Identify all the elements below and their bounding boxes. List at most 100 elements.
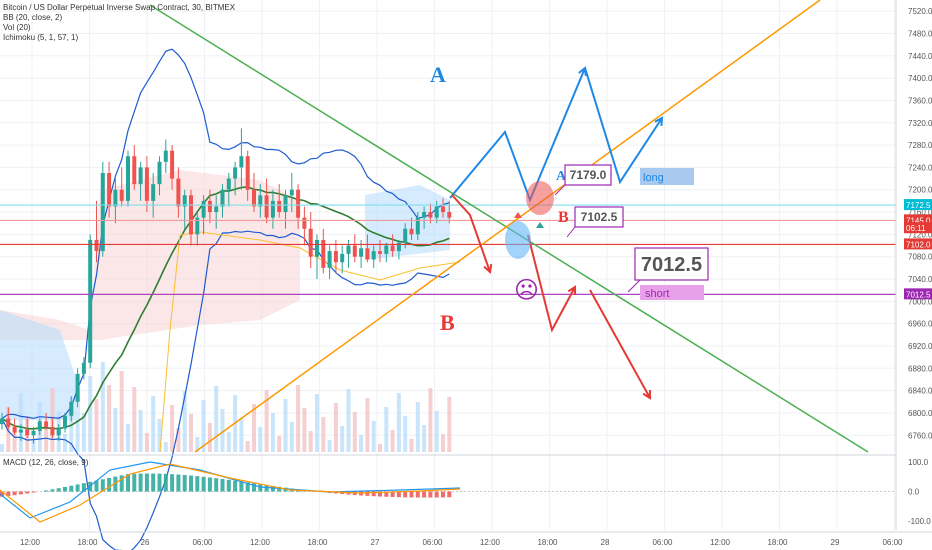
candle-body bbox=[270, 200, 275, 218]
macd-histogram-bar bbox=[447, 491, 452, 498]
time-tick-label: 18:00 bbox=[307, 538, 328, 547]
volume-bar bbox=[226, 432, 231, 452]
volume-bar bbox=[100, 362, 105, 452]
time-tick-label: 06:00 bbox=[422, 538, 443, 547]
candle-body bbox=[371, 251, 376, 260]
volume-bar bbox=[359, 435, 364, 452]
price-label-text: 7012.5 bbox=[906, 290, 931, 299]
candle-body bbox=[296, 189, 301, 218]
volume-bar bbox=[107, 385, 112, 452]
price-tick-label: 7400.0 bbox=[908, 74, 932, 83]
candle-body bbox=[214, 206, 219, 213]
volume-bar bbox=[220, 409, 225, 452]
macd-histogram-bar bbox=[207, 477, 212, 492]
price-tick-label: 7520.0 bbox=[908, 7, 932, 16]
volume-bar bbox=[352, 412, 357, 452]
macd-histogram-bar bbox=[264, 485, 269, 492]
macd-histogram-bar bbox=[88, 481, 93, 492]
arrow-red-3 bbox=[589, 289, 651, 399]
time-tick-label: 18:00 bbox=[537, 538, 558, 547]
label-a-small: A bbox=[556, 169, 567, 184]
price-label-bg bbox=[904, 238, 932, 250]
macd-histogram-bar bbox=[403, 491, 408, 498]
label-b-large: B bbox=[440, 310, 455, 335]
candle-body bbox=[340, 253, 345, 263]
cloud-bull-right bbox=[365, 185, 450, 260]
candle-body bbox=[258, 195, 263, 207]
macd-histogram-bar bbox=[390, 491, 395, 498]
time-tick-label: 29 bbox=[831, 538, 840, 547]
legend-indicator-bb: BB (20, close, 2) bbox=[3, 13, 63, 22]
candle-body bbox=[0, 418, 4, 425]
price-tick-label: 6800.0 bbox=[908, 409, 932, 418]
price-axis-bg bbox=[896, 0, 932, 550]
candle-body bbox=[113, 189, 118, 207]
volume-bar bbox=[315, 394, 319, 452]
price-tick-label: 7200.0 bbox=[908, 186, 932, 195]
volume-bar bbox=[308, 431, 313, 452]
volume-bar bbox=[296, 385, 301, 452]
candle-body bbox=[69, 401, 74, 416]
price-label-text: 06:11 bbox=[906, 224, 926, 233]
volume-bar bbox=[75, 420, 80, 452]
volume-bar bbox=[195, 437, 200, 452]
callout-7012-text: 7012.5 bbox=[641, 254, 702, 276]
macd-histogram-bar bbox=[25, 491, 30, 494]
candle-body bbox=[63, 415, 67, 429]
candle-body bbox=[100, 172, 105, 252]
candle-body bbox=[365, 248, 370, 260]
macd-histogram-bar bbox=[100, 479, 105, 492]
volume-bar bbox=[333, 403, 338, 452]
arrow-blue-2-head bbox=[654, 116, 664, 127]
candle-body bbox=[315, 239, 319, 257]
volume-bar bbox=[378, 444, 382, 452]
macd-legend: MACD (12, 26, close, 9) bbox=[3, 458, 89, 467]
candle-body bbox=[56, 428, 61, 436]
macd-line bbox=[0, 461, 461, 519]
candle-body bbox=[434, 206, 439, 218]
macd-histogram-bar bbox=[119, 475, 124, 492]
candle-body bbox=[333, 251, 338, 263]
projection-arrows bbox=[449, 66, 664, 400]
candle-body bbox=[88, 239, 93, 363]
volume-bar bbox=[283, 399, 288, 452]
macd-tick-label: -100.0 bbox=[908, 517, 931, 526]
volume-bar bbox=[126, 424, 130, 452]
callout-7179-box bbox=[564, 164, 612, 186]
price-axis: 7520.0 7480.0 7440.0 7400.0 7360.0 7320.0 7280… bbox=[895, 0, 932, 550]
volume-bar bbox=[245, 441, 250, 452]
volume-bar bbox=[409, 439, 414, 452]
volume-bar bbox=[157, 419, 162, 452]
macd-histogram-bar bbox=[12, 491, 17, 496]
time-tick-label: 28 bbox=[601, 538, 610, 547]
price-tick-label: 6760.0 bbox=[908, 431, 932, 440]
candle-body bbox=[12, 426, 17, 433]
candle-body bbox=[396, 242, 401, 252]
macd-histogram-bar bbox=[132, 473, 137, 492]
macd-histogram-bar bbox=[195, 476, 200, 492]
volume-bar bbox=[340, 426, 345, 452]
candle-body bbox=[107, 172, 112, 207]
highlight-circle-blue bbox=[505, 221, 531, 259]
price-tick-label: 7120.0 bbox=[908, 230, 932, 239]
candle-body bbox=[132, 156, 137, 185]
time-tick-label: 18:00 bbox=[77, 538, 98, 547]
time-tick-label: 18:00 bbox=[767, 538, 788, 547]
candle-body bbox=[302, 217, 307, 229]
time-tick-label: 27 bbox=[371, 538, 380, 547]
callout-7102-pointer bbox=[566, 226, 576, 238]
candle-body bbox=[352, 245, 357, 257]
macd-histogram-bar bbox=[31, 491, 36, 493]
price-label-text: 7172.5 bbox=[906, 201, 931, 210]
price-label-bg bbox=[904, 288, 932, 300]
label-long: long bbox=[643, 172, 664, 184]
price-tick-label: 6960.0 bbox=[908, 320, 932, 329]
candle-body bbox=[428, 212, 433, 218]
volume-bar bbox=[415, 402, 420, 452]
candle-body bbox=[189, 195, 193, 235]
candle-body bbox=[220, 189, 225, 207]
volume-bar bbox=[371, 421, 376, 452]
price-label-bg bbox=[904, 214, 932, 226]
